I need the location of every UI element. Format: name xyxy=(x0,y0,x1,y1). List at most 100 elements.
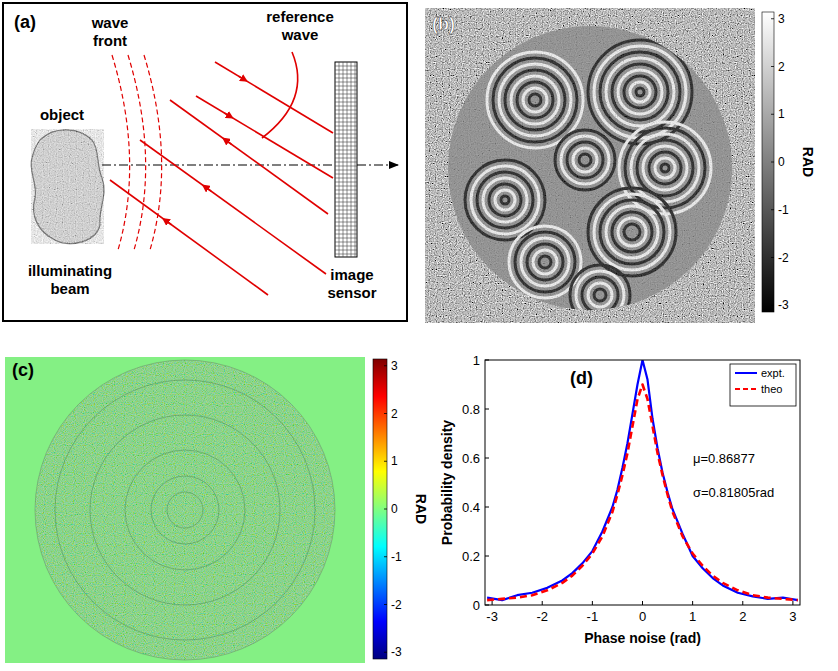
sensor-grid xyxy=(335,134,357,135)
sensor-grid xyxy=(335,170,357,171)
illuminating-ray xyxy=(110,180,268,295)
y-tick-label: 0 xyxy=(473,598,480,613)
legend-box xyxy=(730,364,796,406)
x-tick xyxy=(542,601,543,605)
colorbar-tick xyxy=(384,556,387,557)
colorbar-tick xyxy=(384,509,387,510)
sensor-grid xyxy=(335,162,357,163)
object-shape xyxy=(31,130,104,244)
sensor-grid xyxy=(335,178,357,179)
sensor-grid xyxy=(335,234,357,235)
x-tick xyxy=(592,601,593,605)
sensor-grid xyxy=(335,94,357,95)
colorbar-scale xyxy=(373,359,387,659)
sensor-grid xyxy=(335,78,357,79)
sensor-grid xyxy=(335,70,357,71)
text-line: illuminating xyxy=(28,262,112,279)
diagram-label: imagesensor xyxy=(327,266,376,301)
sensor-grid xyxy=(335,66,357,67)
wave-front-line xyxy=(112,55,130,250)
annotation: σ=0.81805rad xyxy=(693,485,774,500)
sensor-grid xyxy=(335,142,357,143)
y-tick-label: 0.8 xyxy=(462,402,480,417)
sensor-grid xyxy=(335,182,357,183)
text-line: sensor xyxy=(327,284,376,301)
y-tick xyxy=(485,458,489,459)
sensor-grid xyxy=(335,250,357,251)
ray-arrow xyxy=(225,140,231,144)
data-lines xyxy=(487,360,798,600)
colorbar-scale xyxy=(762,12,774,312)
sensor-grid xyxy=(335,74,357,75)
colorbar-tick xyxy=(771,257,774,258)
panel-a: (a)objectwavefrontreferencewaveilluminat… xyxy=(3,3,407,321)
colorbar-tick xyxy=(384,365,387,366)
text-line: object xyxy=(40,106,84,123)
wave-front-line xyxy=(128,55,146,250)
residual-ring xyxy=(151,476,219,544)
y-tick-label: 1 xyxy=(473,353,480,368)
annotation: μ=0.86877 xyxy=(693,451,755,466)
diagram-label: referencewave xyxy=(266,8,334,43)
panel-label: (c) xyxy=(12,360,34,380)
colorbar-tick xyxy=(771,305,774,306)
object-texture xyxy=(31,130,104,244)
sensor-grid xyxy=(335,90,357,91)
sensor-grid xyxy=(335,154,357,155)
diagram-label: wavefront xyxy=(91,14,129,49)
y-tick xyxy=(485,360,489,361)
colorbar-tick xyxy=(771,66,774,67)
sensor-grid xyxy=(335,122,357,123)
x-tick-label: 2 xyxy=(739,609,746,624)
phase-noise-background xyxy=(425,8,755,323)
x-tick xyxy=(492,601,493,605)
colorbar-tick-label: 2 xyxy=(391,407,398,421)
colorbar: -3-2-10123RAD xyxy=(373,359,429,659)
plot-frame xyxy=(485,360,800,605)
residual-ring xyxy=(167,492,203,528)
ray-arrow xyxy=(205,187,211,191)
sensor-grid xyxy=(335,206,357,207)
y-axis-title: Probability density xyxy=(439,420,455,545)
illuminating-ray xyxy=(140,140,326,274)
panel-frame xyxy=(3,3,407,321)
text-line: wave xyxy=(281,26,319,43)
ray-arrow xyxy=(239,76,245,80)
disc-noise xyxy=(440,20,740,320)
text-line: front xyxy=(93,32,127,49)
colorbar-tick-label: -2 xyxy=(391,598,402,612)
sensor-grid xyxy=(335,158,357,159)
panel-label: (b) xyxy=(432,14,455,34)
sensor-grid xyxy=(335,214,357,215)
sensor-grid xyxy=(335,246,357,247)
sensor-grid xyxy=(335,114,357,115)
plot-area xyxy=(485,360,800,605)
phase-disc xyxy=(30,355,340,665)
sensor-grid xyxy=(335,238,357,239)
sensor-grid xyxy=(335,190,357,191)
colorbar-tick xyxy=(384,652,387,653)
sensor-grid xyxy=(335,138,357,139)
x-tick xyxy=(692,601,693,605)
y-tick xyxy=(485,556,489,557)
figure: (a)objectwavefrontreferencewaveilluminat… xyxy=(0,0,838,671)
residual-ring xyxy=(125,450,245,570)
colorbar-tick xyxy=(384,413,387,414)
residual-ring xyxy=(55,380,315,640)
ray-arrow xyxy=(224,113,230,117)
sensor-grid xyxy=(335,218,357,219)
x-axis-title: Phase noise (rad) xyxy=(584,630,701,646)
colorbar-tick-label: -2 xyxy=(778,251,789,265)
x-tick xyxy=(792,601,793,605)
y-tick xyxy=(485,605,489,606)
sensor-grid xyxy=(351,62,352,257)
sensor-grid xyxy=(335,118,357,119)
colorbar-tick xyxy=(771,18,774,19)
colorbar-tick-label: -3 xyxy=(778,298,789,312)
y-tick-label: 0.2 xyxy=(462,549,480,564)
x-tick xyxy=(742,601,743,605)
colorbar-tick xyxy=(771,209,774,210)
sensor-grid xyxy=(335,130,357,131)
x-tick-label: -3 xyxy=(486,609,498,624)
colorbar-tick-label: 0 xyxy=(391,502,398,516)
